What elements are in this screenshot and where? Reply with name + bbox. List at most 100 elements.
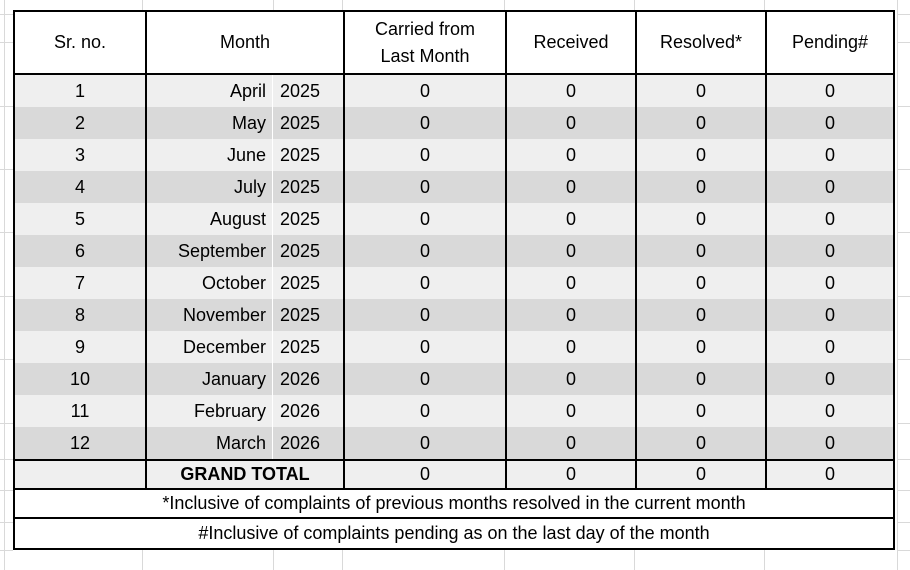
header-received[interactable]: Received (507, 12, 637, 73)
cell-carried-from-last-month[interactable]: 0 (345, 267, 507, 299)
cell-sr-no[interactable]: 6 (15, 235, 147, 267)
grand-total-label[interactable]: GRAND TOTAL (147, 461, 345, 488)
spreadsheet-gridline (0, 232, 13, 233)
cell-carried-from-last-month[interactable]: 0 (345, 107, 507, 139)
cell-resolved[interactable]: 0 (637, 235, 767, 267)
cell-sr-no[interactable]: 11 (15, 395, 147, 427)
table-header-row: Sr. no. Month Carried from Last Month Rec… (15, 12, 893, 75)
cell-resolved[interactable]: 0 (637, 139, 767, 171)
grand-total-pending[interactable]: 0 (767, 461, 893, 488)
cell-month[interactable]: September 2025 (147, 235, 345, 267)
cell-carried-from-last-month[interactable]: 0 (345, 139, 507, 171)
cell-received[interactable]: 0 (507, 363, 637, 395)
cell-month[interactable]: June 2025 (147, 139, 345, 171)
spreadsheet-gridline (897, 169, 910, 170)
header-sr-no[interactable]: Sr. no. (15, 12, 147, 73)
grand-total-received[interactable]: 0 (507, 461, 637, 488)
header-month[interactable]: Month (147, 12, 345, 73)
cell-month[interactable]: July 2025 (147, 171, 345, 203)
cell-pending[interactable]: 0 (767, 107, 893, 139)
cell-sr-no[interactable]: 1 (15, 75, 147, 107)
footnote-pending[interactable]: #Inclusive of complaints pending as on t… (15, 519, 893, 547)
cell-sr-no[interactable]: 5 (15, 203, 147, 235)
cell-received[interactable]: 0 (507, 75, 637, 107)
cell-carried-from-last-month[interactable]: 0 (345, 171, 507, 203)
cell-received[interactable]: 0 (507, 299, 637, 331)
cell-pending[interactable]: 0 (767, 139, 893, 171)
grand-total-empty-sr-cell[interactable] (15, 461, 147, 488)
cell-received[interactable]: 0 (507, 203, 637, 235)
cell-carried-from-last-month[interactable]: 0 (345, 235, 507, 267)
cell-resolved[interactable]: 0 (637, 395, 767, 427)
cell-month[interactable]: December 2025 (147, 331, 345, 363)
cell-month[interactable]: May 2025 (147, 107, 345, 139)
header-carried-from-last-month[interactable]: Carried from Last Month (345, 12, 507, 73)
cell-pending[interactable]: 0 (767, 267, 893, 299)
cell-carried-from-last-month[interactable]: 0 (345, 395, 507, 427)
cell-month[interactable]: February 2026 (147, 395, 345, 427)
cell-received[interactable]: 0 (507, 331, 637, 363)
cell-resolved[interactable]: 0 (637, 331, 767, 363)
month-year: 2025 (280, 80, 321, 101)
footnote-resolved[interactable]: *Inclusive of complaints of previous mon… (15, 490, 893, 519)
cell-resolved[interactable]: 0 (637, 171, 767, 203)
cell-sr-no[interactable]: 8 (15, 299, 147, 331)
spreadsheet-gridline (0, 169, 13, 170)
cell-received[interactable]: 0 (507, 139, 637, 171)
cell-sr-no[interactable]: 10 (15, 363, 147, 395)
cell-sr-no[interactable]: 12 (15, 427, 147, 459)
spreadsheet-gridline (764, 0, 765, 10)
cell-pending[interactable]: 0 (767, 299, 893, 331)
month-name: February (147, 395, 273, 427)
cell-month[interactable]: November 2025 (147, 299, 345, 331)
cell-resolved[interactable]: 0 (637, 363, 767, 395)
cell-month[interactable]: March 2026 (147, 427, 345, 459)
cell-month[interactable]: April 2025 (147, 75, 345, 107)
cell-month[interactable]: October 2025 (147, 267, 345, 299)
cell-sr-no[interactable]: 2 (15, 107, 147, 139)
cell-sr-no[interactable]: 7 (15, 267, 147, 299)
cell-carried-from-last-month[interactable]: 0 (345, 299, 507, 331)
cell-resolved[interactable]: 0 (637, 75, 767, 107)
spreadsheet-gridline (4, 0, 5, 570)
cell-carried-from-last-month[interactable]: 0 (345, 427, 507, 459)
cell-carried-from-last-month[interactable]: 0 (345, 363, 507, 395)
cell-received[interactable]: 0 (507, 395, 637, 427)
cell-pending[interactable]: 0 (767, 235, 893, 267)
month-year: 2025 (280, 272, 321, 293)
cell-resolved[interactable]: 0 (637, 267, 767, 299)
cell-pending[interactable]: 0 (767, 75, 893, 107)
cell-carried-from-last-month[interactable]: 0 (345, 203, 507, 235)
cell-month[interactable]: August 2025 (147, 203, 345, 235)
cell-resolved[interactable]: 0 (637, 299, 767, 331)
cell-carried-from-last-month[interactable]: 0 (345, 75, 507, 107)
cell-resolved[interactable]: 0 (637, 203, 767, 235)
cell-pending[interactable]: 0 (767, 203, 893, 235)
cell-pending[interactable]: 0 (767, 171, 893, 203)
header-pending[interactable]: Pending# (791, 32, 869, 52)
cell-received[interactable]: 0 (507, 107, 637, 139)
cell-sr-no[interactable]: 9 (15, 331, 147, 363)
cell-carried-from-last-month[interactable]: 0 (345, 331, 507, 363)
cell-received[interactable]: 0 (507, 427, 637, 459)
cell-resolved[interactable]: 0 (637, 107, 767, 139)
spreadsheet-gridline (0, 522, 13, 523)
cell-received[interactable]: 0 (507, 171, 637, 203)
cell-pending[interactable]: 0 (767, 331, 893, 363)
cell-resolved[interactable]: 0 (637, 427, 767, 459)
table-row: 12 March 2026 0 0 0 0 (15, 427, 893, 459)
cell-pending[interactable]: 0 (767, 395, 893, 427)
cell-pending[interactable]: 0 (767, 363, 893, 395)
spreadsheet-gridline (897, 232, 910, 233)
cell-pending[interactable]: 0 (767, 427, 893, 459)
grand-total-carried[interactable]: 0 (345, 461, 507, 488)
cell-sr-no[interactable]: 3 (15, 139, 147, 171)
grand-total-resolved[interactable]: 0 (637, 461, 767, 488)
spreadsheet-gridline (0, 359, 13, 360)
cell-received[interactable]: 0 (507, 235, 637, 267)
cell-month[interactable]: January 2026 (147, 363, 345, 395)
header-resolved[interactable]: Resolved* (637, 12, 767, 73)
cell-received[interactable]: 0 (507, 267, 637, 299)
cell-sr-no[interactable]: 4 (15, 171, 147, 203)
spreadsheet-gridline (142, 550, 143, 570)
